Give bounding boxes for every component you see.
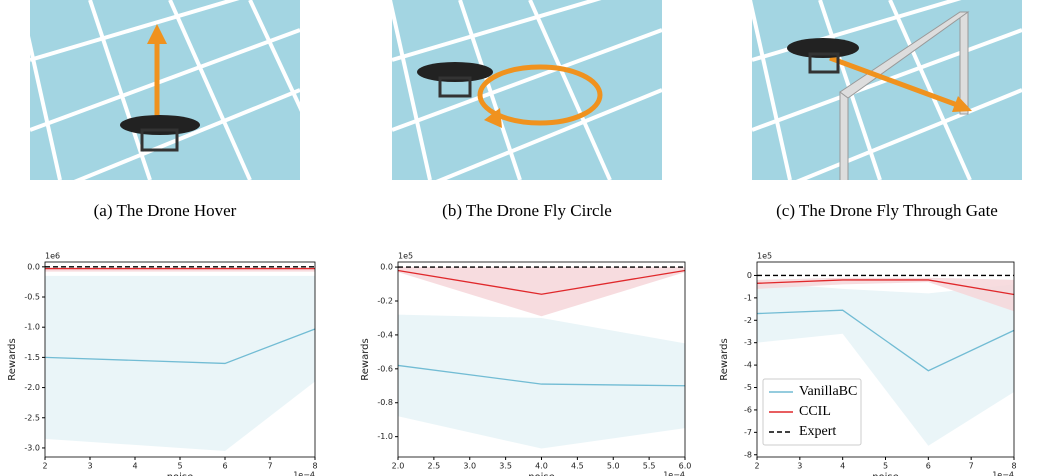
y-tick-label: -6: [744, 405, 752, 414]
x-tick-label: 2: [754, 462, 759, 471]
y-tick-label: -8: [744, 450, 752, 459]
scene-circle: [390, 0, 662, 200]
y-tick-label: -4: [744, 361, 752, 370]
x-tick-label: 4: [840, 462, 845, 471]
x-tick-label: 6.0: [679, 462, 692, 471]
y-axis-label: Rewards: [360, 338, 371, 380]
y-tick-label: -0.6: [377, 364, 393, 373]
y-axis-label: Rewards: [719, 338, 730, 380]
x-tick-label: 8: [1011, 462, 1016, 471]
x-tick-label: 5.0: [607, 462, 620, 471]
x-tick-label: 2.0: [392, 462, 405, 471]
x-offset: 1e−4: [992, 471, 1014, 476]
y-offset: 1e5: [398, 252, 413, 261]
band: [398, 267, 685, 316]
y-tick-label: -1.0: [24, 323, 40, 332]
caption: (b) The Drone Fly Circle: [442, 201, 612, 220]
x-tick-label: 2.5: [428, 462, 441, 471]
y-tick-label: -0.2: [377, 297, 393, 306]
x-tick-label: 7: [969, 462, 974, 471]
x-offset: 1e−4: [293, 471, 315, 476]
y-offset: 1e5: [757, 252, 772, 261]
x-tick-label: 7: [267, 462, 272, 471]
legend-label: CCIL: [799, 404, 831, 419]
x-tick-label: 3: [87, 462, 92, 471]
x-tick-label: 5: [177, 462, 182, 471]
x-tick-label: 2: [42, 462, 47, 471]
scene-hover: [20, 0, 320, 200]
y-tick-label: -3.0: [24, 443, 40, 452]
legend-label: Expert: [799, 424, 836, 439]
x-tick-label: 6: [926, 462, 931, 471]
y-tick-label: -0.5: [24, 293, 40, 302]
y-tick-label: -7: [744, 428, 752, 437]
y-tick-label: -1.5: [24, 353, 40, 362]
caption: (c) The Drone Fly Through Gate: [776, 201, 998, 220]
x-tick-label: 4.0: [535, 462, 548, 471]
x-tick-label: 5: [883, 462, 888, 471]
x-tick-label: 8: [312, 462, 317, 471]
y-tick-label: 0.0: [27, 262, 40, 271]
x-tick-label: 3: [797, 462, 802, 471]
page: (a) The Drone Hover (b) The Drone Fly Ci…: [0, 0, 1044, 476]
y-tick-label: 0.0: [380, 263, 393, 272]
x-tick-label: 6: [222, 462, 227, 471]
y-tick-label: -5: [744, 383, 752, 392]
y-axis-label: Rewards: [7, 338, 18, 380]
y-tick-label: -0.8: [377, 398, 393, 407]
x-tick-label: 4.5: [571, 462, 584, 471]
x-tick-label: 4: [132, 462, 137, 471]
y-tick-label: -3: [744, 338, 752, 347]
y-tick-label: -2: [744, 316, 752, 325]
x-tick-label: 3.0: [463, 462, 476, 471]
x-tick-label: 5.5: [643, 462, 656, 471]
y-tick-label: -2.0: [24, 383, 40, 392]
figure: (a) The Drone Hover (b) The Drone Fly Ci…: [0, 0, 1044, 476]
legend-label: VanillaBC: [799, 384, 857, 399]
caption: (a) The Drone Hover: [94, 201, 237, 220]
x-axis-label: noise: [872, 472, 899, 476]
y-tick-label: -1: [744, 293, 752, 302]
y-tick-label: -0.4: [377, 330, 393, 339]
y-offset: 1e6: [45, 252, 60, 261]
x-axis-label: noise: [167, 472, 194, 476]
band: [398, 315, 685, 449]
x-offset: 1e−4: [663, 471, 685, 476]
x-axis-label: noise: [528, 472, 555, 476]
y-tick-label: -2.5: [24, 413, 40, 422]
y-tick-label: -1.0: [377, 432, 393, 441]
scene-gate: [750, 0, 1022, 200]
x-tick-label: 3.5: [499, 462, 512, 471]
band: [45, 276, 315, 451]
y-tick-label: 0: [747, 271, 752, 280]
